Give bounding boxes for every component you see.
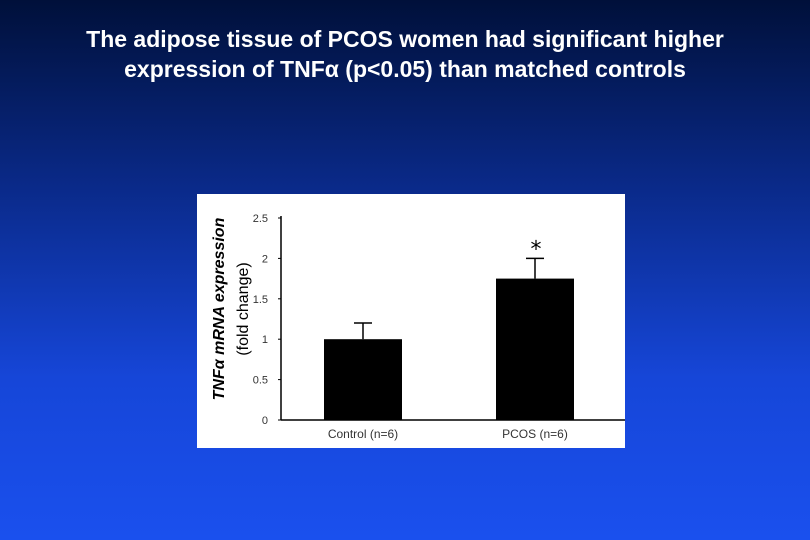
slide-title-line-1: The adipose tissue of PCOS women had sig… <box>86 26 724 52</box>
x-tick-label: Control (n=6) <box>328 427 398 441</box>
y-tick-label: 0 <box>262 415 268 427</box>
significance-asterisk: * <box>531 237 542 262</box>
slide-title-line-2: expression of TNFα (p<0.05) than matched… <box>124 56 686 82</box>
bar-chart: TNFα mRNA expression (fold change) 0 0.5 1… <box>211 213 625 441</box>
y-axis-label-line-1: TNFα mRNA expression <box>211 217 228 400</box>
y-tick-label: 2 <box>262 253 268 265</box>
x-axis-tick-labels: Control (n=6) PCOS (n=6) <box>328 427 568 441</box>
bars: * <box>324 237 574 420</box>
slide-title: The adipose tissue of PCOS women had sig… <box>0 24 810 84</box>
x-tick-label: PCOS (n=6) <box>502 427 568 441</box>
chart-panel: TNFα mRNA expression (fold change) 0 0.5 1… <box>197 194 625 448</box>
y-tick-label: 0.5 <box>253 375 268 387</box>
y-tick-label: 1 <box>262 334 268 346</box>
y-tick-label: 1.5 <box>253 294 268 306</box>
y-axis-ticks: 0 0.5 1 1.5 2 2.5 <box>253 213 281 427</box>
bar-2 <box>496 278 574 420</box>
y-axis-label: TNFα mRNA expression (fold change) <box>211 217 252 400</box>
y-tick-label: 2.5 <box>253 213 268 225</box>
bar-1 <box>324 339 402 420</box>
y-axis-label-line-2: (fold change) <box>235 262 252 355</box>
